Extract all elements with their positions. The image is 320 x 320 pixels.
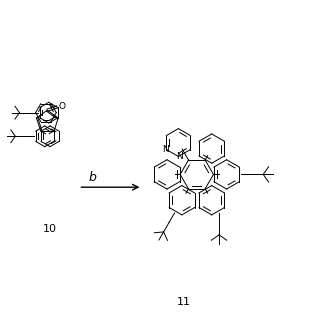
Text: b: b (89, 171, 97, 184)
Text: 11: 11 (177, 297, 191, 308)
Text: N: N (162, 145, 168, 154)
Text: 10: 10 (43, 224, 57, 234)
Text: O: O (59, 102, 66, 111)
Text: N: N (176, 152, 183, 161)
